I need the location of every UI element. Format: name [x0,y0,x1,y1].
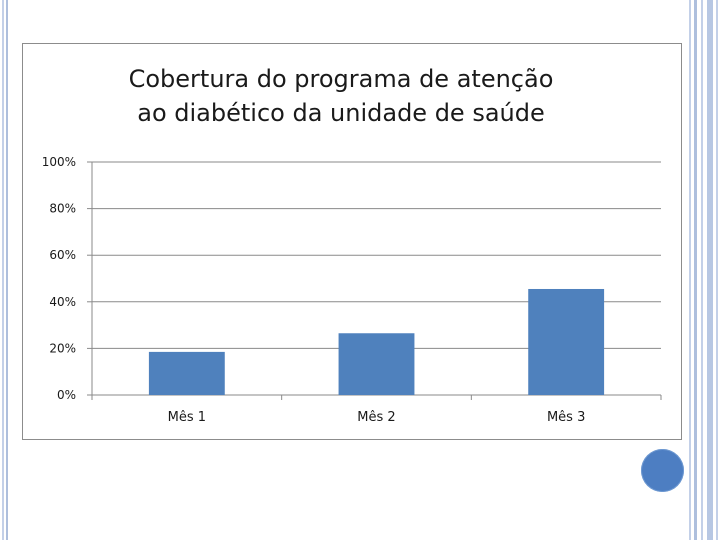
y-tick-label: 0% [57,388,76,402]
bar-3 [528,288,605,395]
x-tick-label: Mês 2 [357,410,395,425]
chart-frame: Cobertura do programa de atenção ao diab… [22,43,682,440]
bar-1 [148,351,225,395]
circle-decoration [641,449,684,492]
bar-2 [338,333,415,395]
bar-chart: 0% 20% 40% 60% 80% 100% Mês 1 Mês 2 Mês 3 [42,155,662,425]
slide-left-border [0,0,10,540]
slide-right-border [686,0,720,540]
y-tick-label: 60% [49,248,76,262]
y-tick-label: 80% [49,202,76,216]
chart-title-line-2: ao diabético da unidade de saúde [137,99,545,127]
y-tick-label: 100% [42,155,76,169]
x-tick-label: Mês 3 [547,410,585,425]
x-tick-label: Mês 1 [168,410,206,425]
chart-title-line-1: Cobertura do programa de atenção [128,65,554,93]
y-tick-label: 40% [49,295,76,309]
chart-title: Cobertura do programa de atenção ao diab… [23,62,659,130]
y-tick-label: 20% [49,341,76,355]
